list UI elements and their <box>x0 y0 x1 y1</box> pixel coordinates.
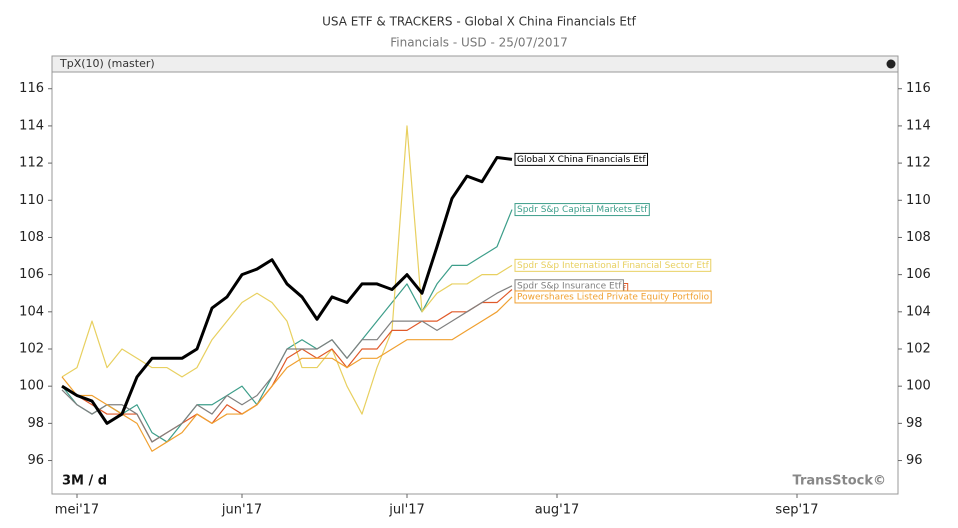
y-tick-label: 114 <box>19 118 44 133</box>
y2-tick-label: 116 <box>906 81 931 96</box>
series-label-box <box>514 152 649 166</box>
x-tick-label: jul'17 <box>388 503 425 518</box>
series-line <box>61 296 513 452</box>
y-tick-label: 110 <box>19 193 44 208</box>
y-tick-label: 100 <box>19 379 44 394</box>
y-tick-label: 102 <box>19 341 44 356</box>
series-label-box <box>514 258 712 272</box>
series-label: Global X China Financials Etf <box>517 155 646 165</box>
chart-subtitle: Financials - USD - 25/07/2017 <box>390 36 568 50</box>
x-tick-label: aug'17 <box>535 503 580 518</box>
series-label: Spdr S&p Insurance Etf <box>517 281 622 291</box>
series-line <box>61 156 513 425</box>
close-button[interactable] <box>886 59 896 69</box>
panel-title: TpX(10) (master) <box>59 57 155 70</box>
series-label: Spdr S&p International Financial Sector … <box>517 261 710 271</box>
y2-tick-label: 110 <box>906 193 931 208</box>
series-line <box>61 125 513 415</box>
y2-tick-label: 108 <box>906 230 931 245</box>
series-label-box <box>514 290 712 304</box>
y2-tick-label: 104 <box>906 304 931 319</box>
y-tick-label: 116 <box>19 81 44 96</box>
y2-tick-label: 100 <box>906 379 931 394</box>
watermark: TransStock© <box>793 474 886 489</box>
y2-tick-label: 98 <box>906 416 923 431</box>
y-tick-label: 98 <box>27 416 44 431</box>
series-line <box>61 285 513 443</box>
x-tick-label: sep'17 <box>775 503 818 518</box>
y-tick-label: 96 <box>27 453 44 468</box>
y2-tick-label: 102 <box>906 341 931 356</box>
y2-tick-label: 106 <box>906 267 931 282</box>
chart-title: USA ETF & TRACKERS - Global X China Fina… <box>322 15 636 29</box>
period-label: 3M / d <box>62 474 107 489</box>
series-label: Spdr S&p Capital Markets Etf <box>517 205 648 215</box>
y2-tick-label: 114 <box>906 118 931 133</box>
panel-header <box>51 55 899 73</box>
y-tick-label: 106 <box>19 267 44 282</box>
x-tick-label: mei'17 <box>55 503 99 518</box>
y2-tick-label: 96 <box>906 453 923 468</box>
y2-tick-label: 112 <box>906 156 931 171</box>
series-label-box <box>514 203 650 217</box>
y-tick-label: 108 <box>19 230 44 245</box>
y-tick-label: 104 <box>19 304 44 319</box>
plot-frame <box>51 55 899 495</box>
x-tick-label: jun'17 <box>221 503 262 518</box>
y-tick-label: 112 <box>19 156 44 171</box>
series-label: Powershares Listed Private Equity Portfo… <box>517 292 710 302</box>
